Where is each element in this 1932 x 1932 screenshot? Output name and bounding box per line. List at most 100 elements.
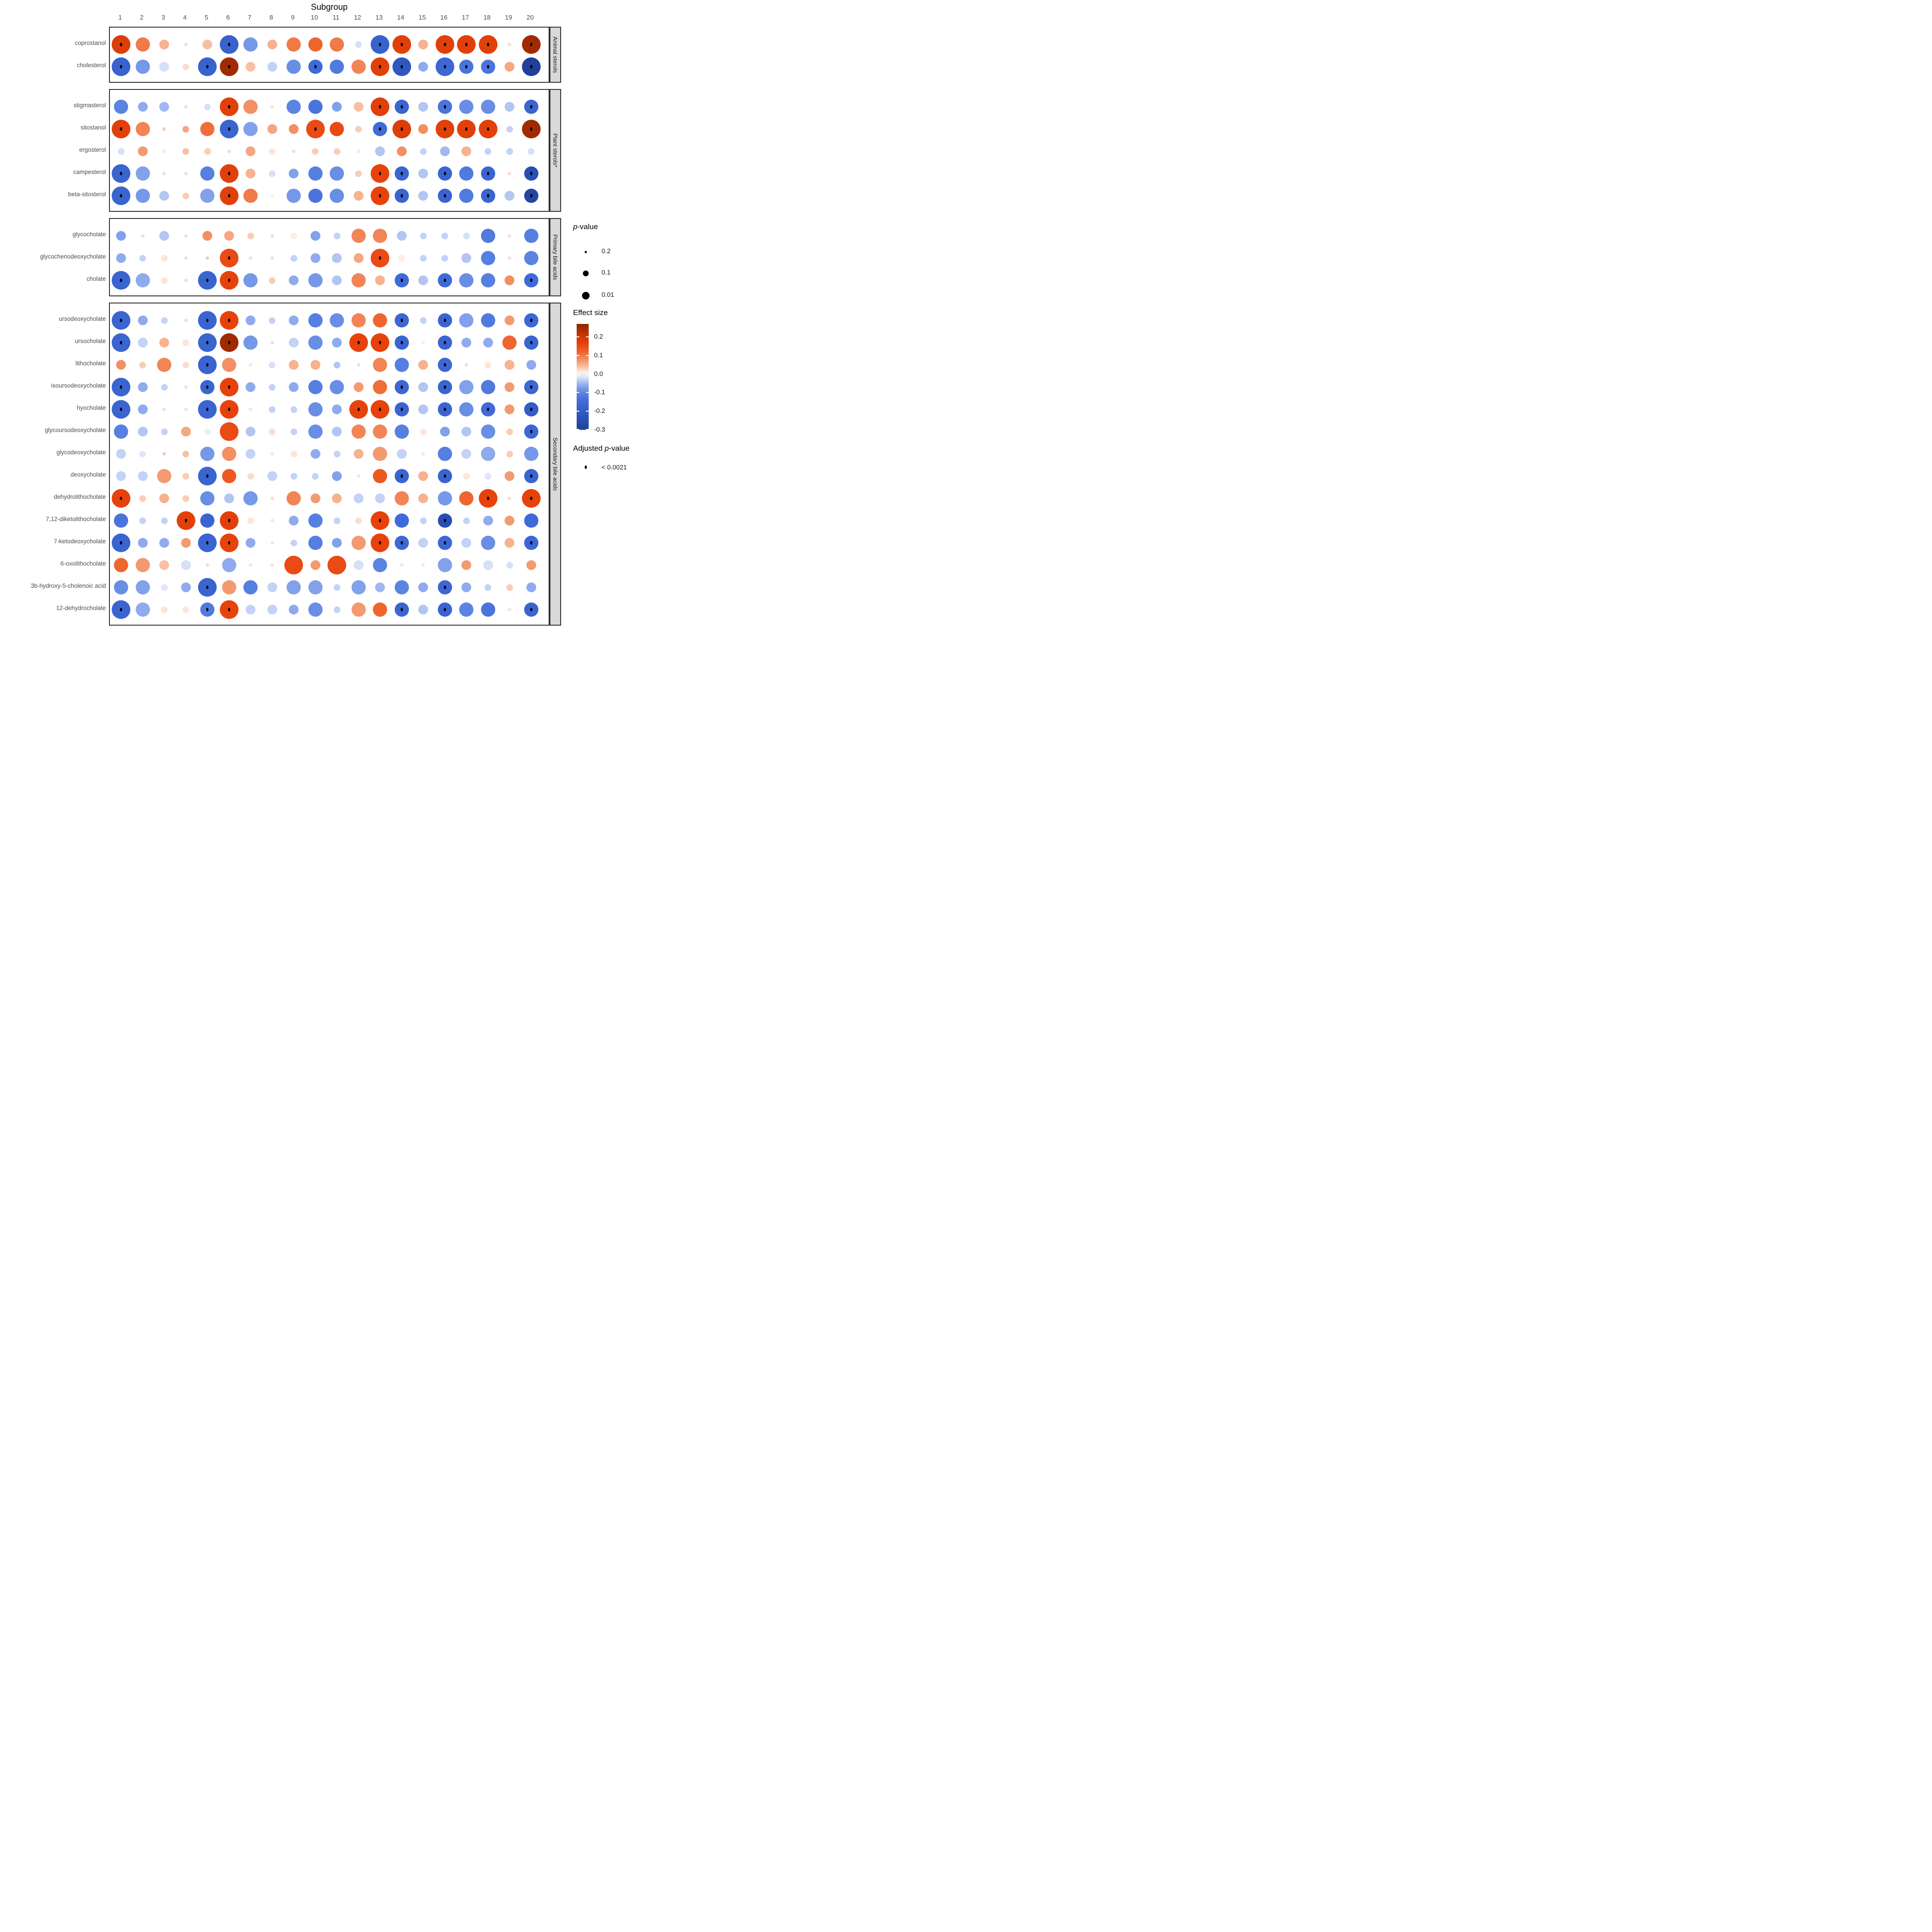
cell-lithocholate-sg14 [394,358,409,372]
y-tick-label: campesterol [73,169,106,175]
cell-3b-hydroxy-5-cholenoic-acid-sg18 [485,584,491,591]
cell-coprostanol-sg17 [457,35,476,54]
cell-cholate-sg6 [219,271,238,290]
cell-hyocholate-sg11 [332,404,342,414]
cell-glycocholate-sg10 [310,231,320,241]
cell-cholate-sg17 [459,273,473,287]
significance-dot-icon [444,341,446,344]
cell-glycocholate-sg13 [373,229,387,243]
cell-7-12-diketolithocholate-sg4 [176,511,195,530]
cell-lithocholate-sg8 [269,361,275,368]
cell-glycodeoxycholate-sg15 [421,452,425,456]
cell-isoursodeoxycholate-sg20 [524,380,538,394]
cell-glycoursodeoxycholate-sg14 [394,424,409,439]
significance-dot-icon [120,43,122,46]
cell-beta-sitosterol-sg11 [330,189,344,203]
cell-coprostanol-sg20 [521,35,541,54]
cell-dehydrolithocholate-sg4 [182,495,189,502]
significance-dot-icon [465,43,468,46]
cell-7-ketodeoxycholate-sg12 [351,536,366,550]
cell-cholate-sg14 [394,273,409,287]
significance-dot-icon [400,65,403,69]
cell-6-oxolithocholate-sg1 [114,558,128,572]
cell-beta-sitosterol-sg19 [505,191,514,201]
significance-dot-icon [444,43,446,46]
cell-ursocholate-sg9 [289,338,299,348]
cell-ursocholate-sg4 [182,339,189,346]
y-tick-label: glycodeoxycholate [56,449,106,456]
y-tick-label: dehydrolithocholate [53,493,106,500]
cell-coprostanol-sg8 [267,40,277,49]
cell-stigmasterol-sg3 [159,102,169,112]
cell-coprostanol-sg15 [418,40,428,49]
cell-isoursodeoxycholate-sg2 [137,382,148,392]
y-tick-label: 7,12-diketolithocholate [45,516,106,522]
significance-dot-icon [228,408,230,411]
cell-glycoursodeoxycholate-sg15 [420,428,427,435]
cell-glycochenodeoxycholate-sg9 [290,255,297,262]
cell-dehydrolithocholate-sg5 [200,491,214,505]
cell-ursocholate-sg8 [270,341,274,344]
cell-lithocholate-sg16 [437,358,452,372]
significance-dot-icon [379,519,381,522]
cell-cholesterol-sg12 [351,60,366,74]
significance-dot-icon [400,127,403,131]
cell-stigmasterol-sg4 [184,105,188,109]
significance-dot-icon [585,465,587,469]
cell-6-oxolithocholate-sg5 [206,563,209,567]
cell-glycodeoxycholate-sg6 [222,447,236,461]
cell-7-12-diketolithocholate-sg19 [505,516,514,525]
cell-deoxycholate-sg4 [182,473,189,480]
cell-dehydrolithocholate-sg9 [287,491,301,505]
significance-dot-icon [120,385,122,389]
y-tick-label: sitostanol [80,124,106,131]
significance-dot-icon [530,474,532,478]
significance-dot-icon [185,519,187,522]
cell-ergosterol-sg17 [461,146,471,156]
significance-dot-icon [120,172,122,175]
significance-dot-icon [400,172,403,175]
cell-3b-hydroxy-5-cholenoic-acid-sg11 [333,584,340,591]
cell-glycodeoxycholate-sg2 [139,450,146,457]
cell-deoxycholate-sg13 [373,469,387,483]
cell-sitostanol-sg4 [182,125,189,133]
cell-ergosterol-sg5 [204,148,211,155]
cell-glycochenodeoxycholate-sg13 [371,249,389,267]
cell-glycodeoxycholate-sg10 [310,449,320,459]
y-tick-label: ursodeoxycholate [59,315,106,322]
cell-ursodeoxycholate-sg13 [373,313,387,327]
cell-glycoursodeoxycholate-sg13 [373,424,387,439]
panel-strip: Animal sterols [550,27,561,83]
y-tick-label: deoxycholate [70,471,106,478]
cell-glycodeoxycholate-sg20 [524,447,538,461]
cell-6-oxolithocholate-sg19 [506,562,513,569]
cell-ergosterol-sg14 [396,146,407,156]
cell-glycoursodeoxycholate-sg12 [351,424,366,439]
cell-glycocholate-sg17 [463,232,470,239]
cell-3b-hydroxy-5-cholenoic-acid-sg13 [375,582,385,592]
cell-cholate-sg5 [198,271,217,290]
cell-sitostanol-sg5 [200,122,214,136]
cell-glycoursodeoxycholate-sg5 [204,428,211,435]
cell-7-ketodeoxycholate-sg14 [394,536,409,550]
significance-dot-icon [444,363,446,367]
cell-12-dehydrocholate-sg2 [135,602,150,617]
cell-hyocholate-sg18 [481,402,495,416]
cell-isoursodeoxycholate-sg3 [161,384,168,391]
significance-dot-icon [206,408,209,411]
cell-glycocholate-sg16 [441,232,448,239]
cell-beta-sitosterol-sg2 [135,189,150,203]
cell-cholate-sg7 [243,273,258,287]
cell-coprostanol-sg3 [159,40,169,49]
y-tick-label: glycoursodeoxycholate [44,427,106,433]
cell-ursocholate-sg11 [332,338,342,348]
cell-hyocholate-sg8 [269,406,275,413]
cell-sitostanol-sg19 [506,125,513,133]
cell-glycochenodeoxycholate-sg1 [116,253,126,263]
cell-lithocholate-sg2 [139,361,146,368]
cell-campesterol-sg12 [355,170,362,177]
cell-ursocholate-sg19 [502,335,517,350]
cell-7-12-diketolithocholate-sg6 [219,511,238,530]
x-tick-label-4: 4 [183,14,187,21]
cell-12-dehydrocholate-sg7 [246,605,255,614]
